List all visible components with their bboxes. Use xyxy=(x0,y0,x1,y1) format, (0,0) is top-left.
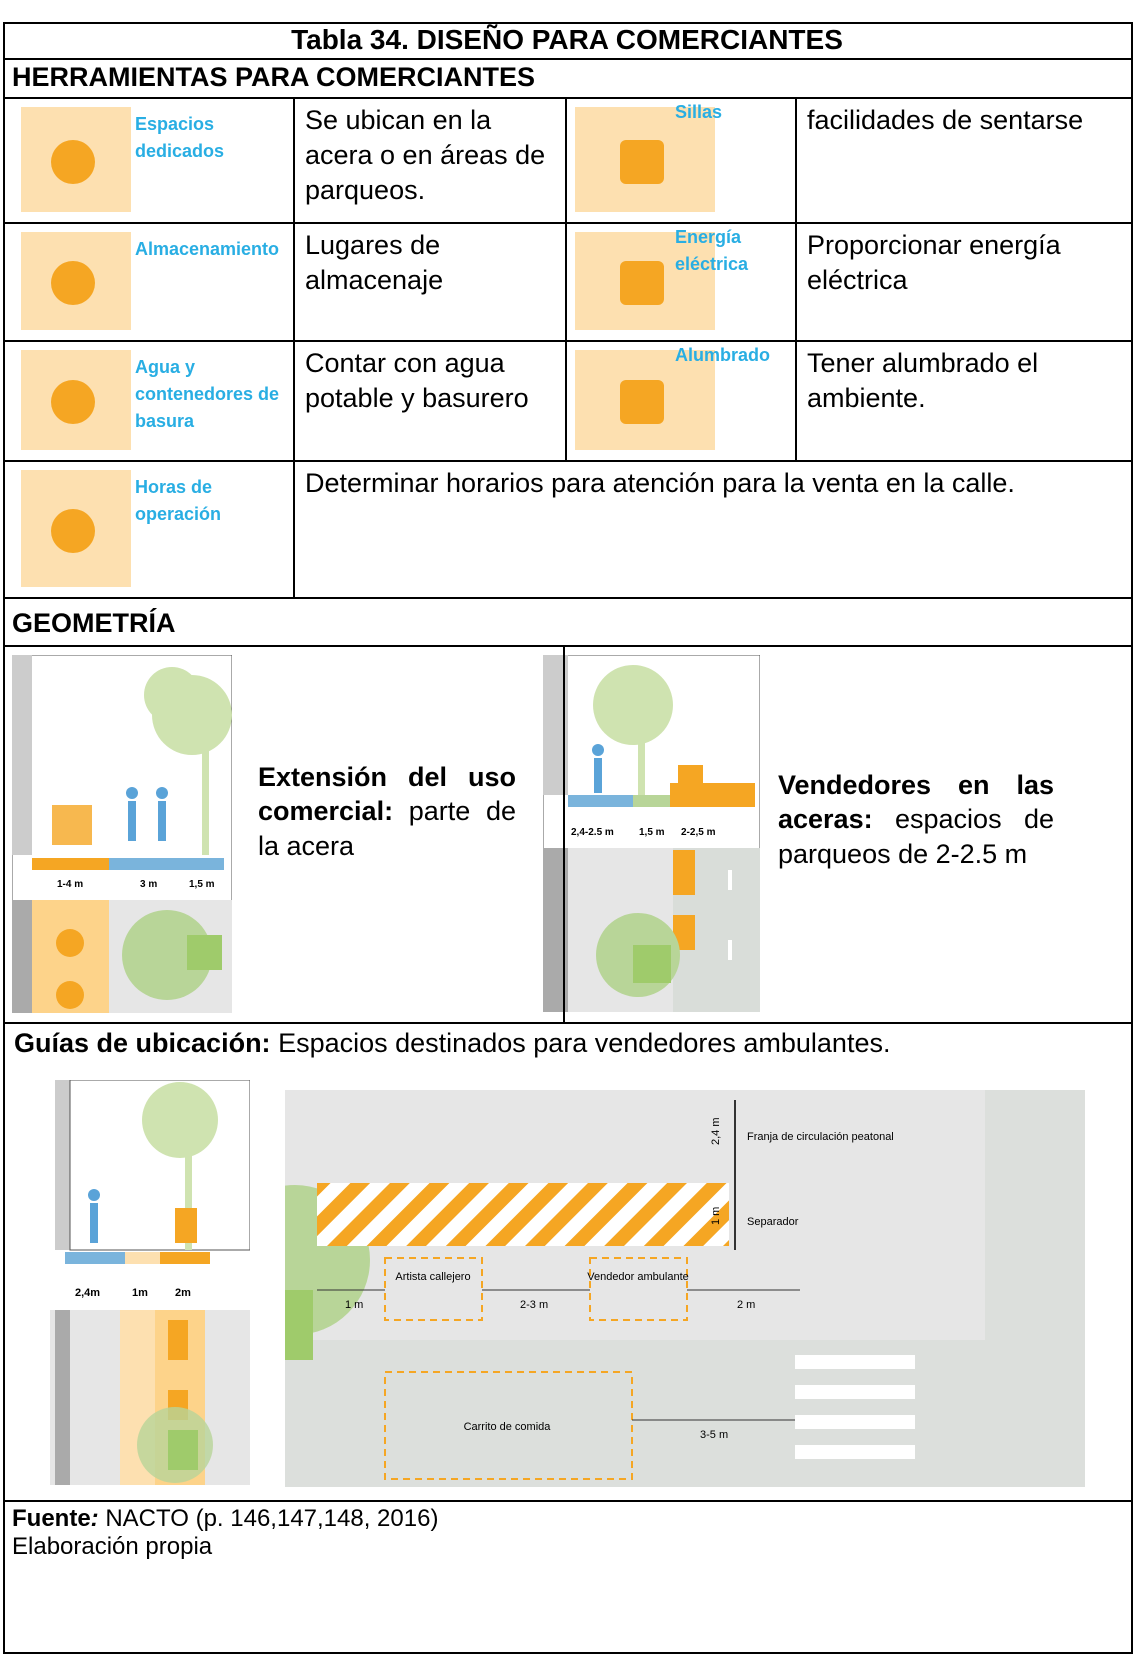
plan-label: Franja de circulación peatonal xyxy=(747,1131,894,1143)
dimension-label: 2,4m xyxy=(75,1287,100,1299)
tool-description: Se ubican en la acera o en áreas de parq… xyxy=(305,105,546,206)
rule xyxy=(3,22,1133,24)
source: NACTO (p. 146,147,148, 2016) xyxy=(105,1505,439,1532)
plan-label: 3-5 m xyxy=(700,1429,728,1441)
plan-illustration: 2,4 m Franja de circulación peatonal 1 m… xyxy=(285,1090,1085,1487)
rule xyxy=(3,1652,1133,1654)
tool-description: Contar con agua potable y basurero xyxy=(305,348,529,414)
rule xyxy=(3,460,1133,462)
dimension-label: 1-4 m xyxy=(57,879,83,890)
rule xyxy=(3,22,5,1654)
rule xyxy=(3,340,1133,342)
rule xyxy=(3,58,1133,60)
tool-description: Tener alumbrado el ambiente. xyxy=(807,348,1039,414)
rule xyxy=(293,97,295,597)
dimension-label: 1m xyxy=(132,1287,148,1299)
note: Elaboración propia xyxy=(12,1533,213,1560)
rule xyxy=(3,1500,1133,1502)
dimension-label: 2m xyxy=(175,1287,191,1299)
rule xyxy=(563,645,565,1022)
section-heading: HERRAMIENTAS PARA COMERCIANTES xyxy=(12,62,536,92)
plan-label: 2,4 m xyxy=(710,1117,722,1145)
rule xyxy=(565,97,567,460)
tool-description: Proporcionar energía eléctrica xyxy=(807,230,1061,296)
rule xyxy=(3,97,1133,99)
rule xyxy=(3,645,1133,647)
dimension-label: 2,4-2.5 m xyxy=(571,827,614,838)
tool-glyph xyxy=(620,139,664,184)
caption-text: Espacios destinados para vendedores ambu… xyxy=(278,1028,891,1058)
plan-label: 2-3 m xyxy=(520,1299,548,1311)
dimension-label: 3 m xyxy=(140,879,157,890)
source-label: Fuente xyxy=(12,1505,91,1532)
section-illustration: 2,4-2.5 m 1,5 m 2-2,5 m xyxy=(543,655,760,1012)
geometry-caption: Extensión del uso comercial: parte de la… xyxy=(258,760,516,863)
tool-description: facilidades de sentarse xyxy=(807,105,1084,135)
tool-description: Lugares de almacenaje xyxy=(305,230,444,296)
tool-label: Almacenamiento xyxy=(135,239,280,259)
tool-label: Espacios dedicados xyxy=(135,114,225,161)
rule xyxy=(3,597,1133,599)
tool-label: Horas de operación xyxy=(135,477,222,524)
footer: Fuente: NACTO (p. 146,147,148, 2016) Ela… xyxy=(12,1505,438,1561)
guides-caption: Guías de ubicación: Espacios destinados … xyxy=(14,1026,890,1060)
plan-label: Vendedor ambulante xyxy=(587,1271,689,1283)
tool-glyph xyxy=(620,261,664,305)
caption-bold: Vendedores en las aceras: xyxy=(778,770,1054,835)
plan-label: Artista callejero xyxy=(395,1271,470,1283)
plan-label: Carrito de comida xyxy=(464,1421,552,1433)
plan-label: 1 m xyxy=(710,1207,722,1225)
tool-glyph xyxy=(51,380,95,424)
section-illustration: 2,4m 1m 2m xyxy=(50,1080,250,1485)
tool-label: Sillas xyxy=(675,102,723,122)
tool-description: Determinar horarios para atención para l… xyxy=(305,468,1015,498)
dimension-label: 2-2,5 m xyxy=(681,827,716,838)
rule xyxy=(3,1022,1133,1024)
plan-label: 1 m xyxy=(345,1299,363,1311)
tool-glyph xyxy=(51,139,95,184)
dimension-label: 1,5 m xyxy=(189,879,215,890)
caption-bold: Guías de ubicación: xyxy=(14,1028,271,1058)
caption-text: espacios de parqueos de 2-2.5 m xyxy=(778,804,1054,869)
geometry-caption: Vendedores en las aceras: espacios de pa… xyxy=(778,768,1054,871)
plan-label: 2 m xyxy=(737,1299,755,1311)
caption-bold: Extensión del uso comercial: xyxy=(258,762,516,827)
section-illustration: 1-4 m 3 m 1,5 m xyxy=(12,655,232,1013)
section-heading: GEOMETRÍA xyxy=(12,608,176,638)
tool-label: Agua y contenedores de basura xyxy=(135,357,280,431)
tool-glyph xyxy=(51,508,95,553)
tool-label: Alumbrado xyxy=(675,345,771,365)
rule xyxy=(3,222,1133,224)
plan-label: Separador xyxy=(747,1216,799,1228)
caption-text: parte de la acera xyxy=(258,796,516,861)
tool-label: Energía eléctrica xyxy=(675,227,749,274)
tool-glyph xyxy=(620,380,664,424)
dimension-label: 1,5 m xyxy=(639,827,665,838)
tool-glyph xyxy=(51,261,95,305)
rule xyxy=(1131,22,1133,1654)
table-title: Tabla 34. DISEÑO PARA COMERCIANTES xyxy=(291,24,843,55)
source-colon: : xyxy=(90,1505,99,1532)
rule xyxy=(795,97,797,460)
